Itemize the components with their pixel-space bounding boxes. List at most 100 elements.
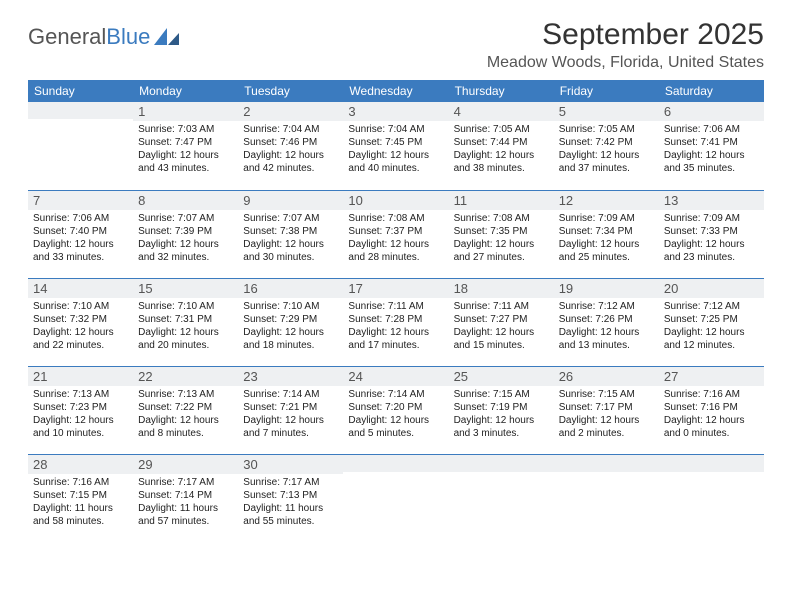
day-cell-26: 26 Sunrise: 7:15 AMSunset: 7:17 PMDayligh… bbox=[554, 366, 659, 454]
brand-word1: General bbox=[28, 24, 106, 50]
day-details: Sunrise: 7:05 AMSunset: 7:44 PMDaylight:… bbox=[454, 123, 549, 175]
day-number: 29 bbox=[133, 455, 238, 474]
day-details: Sunrise: 7:04 AMSunset: 7:46 PMDaylight:… bbox=[243, 123, 338, 175]
day-details: Sunrise: 7:11 AMSunset: 7:27 PMDaylight:… bbox=[454, 300, 549, 352]
day-cell-12: 12 Sunrise: 7:09 AMSunset: 7:34 PMDayligh… bbox=[554, 190, 659, 278]
empty-cell bbox=[449, 454, 554, 542]
day-number: 24 bbox=[343, 367, 448, 386]
day-cell-24: 24 Sunrise: 7:14 AMSunset: 7:20 PMDayligh… bbox=[343, 366, 448, 454]
empty-cell bbox=[28, 102, 133, 190]
day-number: 9 bbox=[238, 191, 343, 210]
day-details: Sunrise: 7:08 AMSunset: 7:35 PMDaylight:… bbox=[454, 212, 549, 264]
day-cell-4: 4 Sunrise: 7:05 AMSunset: 7:44 PMDaylight… bbox=[449, 102, 554, 190]
day-details: Sunrise: 7:17 AMSunset: 7:14 PMDaylight:… bbox=[138, 476, 233, 528]
day-cell-7: 7 Sunrise: 7:06 AMSunset: 7:40 PMDaylight… bbox=[28, 190, 133, 278]
day-details: Sunrise: 7:06 AMSunset: 7:41 PMDaylight:… bbox=[664, 123, 759, 175]
day-header-thursday: Thursday bbox=[449, 80, 554, 102]
day-number: 6 bbox=[659, 102, 764, 121]
day-details: Sunrise: 7:05 AMSunset: 7:42 PMDaylight:… bbox=[559, 123, 654, 175]
day-cell-8: 8 Sunrise: 7:07 AMSunset: 7:39 PMDaylight… bbox=[133, 190, 238, 278]
day-details: Sunrise: 7:09 AMSunset: 7:34 PMDaylight:… bbox=[559, 212, 654, 264]
day-details: Sunrise: 7:10 AMSunset: 7:31 PMDaylight:… bbox=[138, 300, 233, 352]
day-details: Sunrise: 7:16 AMSunset: 7:16 PMDaylight:… bbox=[664, 388, 759, 440]
day-cell-17: 17 Sunrise: 7:11 AMSunset: 7:28 PMDayligh… bbox=[343, 278, 448, 366]
day-number: 22 bbox=[133, 367, 238, 386]
day-cell-27: 27 Sunrise: 7:16 AMSunset: 7:16 PMDayligh… bbox=[659, 366, 764, 454]
day-cell-14: 14 Sunrise: 7:10 AMSunset: 7:32 PMDayligh… bbox=[28, 278, 133, 366]
brand-word2: Blue bbox=[106, 24, 150, 50]
day-cell-3: 3Sunrise: 7:04 AMSunset: 7:45 PMDaylight… bbox=[343, 102, 448, 190]
day-number: 18 bbox=[449, 279, 554, 298]
day-header-friday: Friday bbox=[554, 80, 659, 102]
calendar-body: 1Sunrise: 7:03 AMSunset: 7:47 PMDaylight… bbox=[28, 102, 764, 542]
day-cell-2: 2 Sunrise: 7:04 AMSunset: 7:46 PMDaylight… bbox=[238, 102, 343, 190]
calendar-table: SundayMondayTuesdayWednesdayThursdayFrid… bbox=[28, 80, 764, 542]
day-details: Sunrise: 7:11 AMSunset: 7:28 PMDaylight:… bbox=[348, 300, 443, 352]
day-number: 13 bbox=[659, 191, 764, 210]
day-number: 20 bbox=[659, 279, 764, 298]
day-details: Sunrise: 7:10 AMSunset: 7:32 PMDaylight:… bbox=[33, 300, 128, 352]
day-details: Sunrise: 7:10 AMSunset: 7:29 PMDaylight:… bbox=[243, 300, 338, 352]
week-row: 7 Sunrise: 7:06 AMSunset: 7:40 PMDaylight… bbox=[28, 190, 764, 278]
day-number: 4 bbox=[449, 102, 554, 121]
day-number bbox=[343, 455, 448, 472]
logo-sail-icon bbox=[154, 28, 180, 46]
day-details: Sunrise: 7:07 AMSunset: 7:39 PMDaylight:… bbox=[138, 212, 233, 264]
day-header-wednesday: Wednesday bbox=[343, 80, 448, 102]
day-number: 30 bbox=[238, 455, 343, 474]
month-title: September 2025 bbox=[487, 18, 764, 52]
day-details: Sunrise: 7:12 AMSunset: 7:25 PMDaylight:… bbox=[664, 300, 759, 352]
day-details: Sunrise: 7:14 AMSunset: 7:20 PMDaylight:… bbox=[348, 388, 443, 440]
day-details: Sunrise: 7:15 AMSunset: 7:17 PMDaylight:… bbox=[559, 388, 654, 440]
day-number: 27 bbox=[659, 367, 764, 386]
day-details: Sunrise: 7:16 AMSunset: 7:15 PMDaylight:… bbox=[33, 476, 128, 528]
day-details: Sunrise: 7:13 AMSunset: 7:23 PMDaylight:… bbox=[33, 388, 128, 440]
day-number: 19 bbox=[554, 279, 659, 298]
day-cell-16: 16 Sunrise: 7:10 AMSunset: 7:29 PMDayligh… bbox=[238, 278, 343, 366]
empty-cell bbox=[343, 454, 448, 542]
day-details: Sunrise: 7:09 AMSunset: 7:33 PMDaylight:… bbox=[664, 212, 759, 264]
day-number: 25 bbox=[449, 367, 554, 386]
day-number: 16 bbox=[238, 279, 343, 298]
day-details: Sunrise: 7:03 AMSunset: 7:47 PMDaylight:… bbox=[138, 123, 233, 175]
day-cell-20: 20 Sunrise: 7:12 AMSunset: 7:25 PMDayligh… bbox=[659, 278, 764, 366]
day-details: Sunrise: 7:15 AMSunset: 7:19 PMDaylight:… bbox=[454, 388, 549, 440]
day-number: 12 bbox=[554, 191, 659, 210]
day-cell-18: 18 Sunrise: 7:11 AMSunset: 7:27 PMDayligh… bbox=[449, 278, 554, 366]
day-header-saturday: Saturday bbox=[659, 80, 764, 102]
day-header-monday: Monday bbox=[133, 80, 238, 102]
day-number: 17 bbox=[343, 279, 448, 298]
empty-cell bbox=[554, 454, 659, 542]
day-details: Sunrise: 7:12 AMSunset: 7:26 PMDaylight:… bbox=[559, 300, 654, 352]
day-number: 7 bbox=[28, 191, 133, 210]
day-details: Sunrise: 7:06 AMSunset: 7:40 PMDaylight:… bbox=[33, 212, 128, 264]
day-number: 8 bbox=[133, 191, 238, 210]
header: GeneralBlue September 2025 Meadow Woods,… bbox=[28, 18, 764, 72]
day-number: 3 bbox=[343, 102, 448, 121]
day-cell-29: 29 Sunrise: 7:17 AMSunset: 7:14 PMDayligh… bbox=[133, 454, 238, 542]
day-number: 5 bbox=[554, 102, 659, 121]
day-cell-11: 11Sunrise: 7:08 AMSunset: 7:35 PMDayligh… bbox=[449, 190, 554, 278]
day-cell-5: 5 Sunrise: 7:05 AMSunset: 7:42 PMDaylight… bbox=[554, 102, 659, 190]
day-header-sunday: Sunday bbox=[28, 80, 133, 102]
brand-logo: GeneralBlue bbox=[28, 18, 180, 50]
week-row: 1Sunrise: 7:03 AMSunset: 7:47 PMDaylight… bbox=[28, 102, 764, 190]
day-cell-15: 15Sunrise: 7:10 AMSunset: 7:31 PMDayligh… bbox=[133, 278, 238, 366]
day-number: 26 bbox=[554, 367, 659, 386]
day-cell-6: 6 Sunrise: 7:06 AMSunset: 7:41 PMDaylight… bbox=[659, 102, 764, 190]
day-details: Sunrise: 7:17 AMSunset: 7:13 PMDaylight:… bbox=[243, 476, 338, 528]
day-number: 14 bbox=[28, 279, 133, 298]
day-number bbox=[28, 102, 133, 119]
day-cell-22: 22 Sunrise: 7:13 AMSunset: 7:22 PMDayligh… bbox=[133, 366, 238, 454]
day-number: 21 bbox=[28, 367, 133, 386]
day-number: 2 bbox=[238, 102, 343, 121]
day-cell-23: 23Sunrise: 7:14 AMSunset: 7:21 PMDayligh… bbox=[238, 366, 343, 454]
week-row: 28Sunrise: 7:16 AMSunset: 7:15 PMDayligh… bbox=[28, 454, 764, 542]
day-details: Sunrise: 7:14 AMSunset: 7:21 PMDaylight:… bbox=[243, 388, 338, 440]
day-details: Sunrise: 7:13 AMSunset: 7:22 PMDaylight:… bbox=[138, 388, 233, 440]
day-header-tuesday: Tuesday bbox=[238, 80, 343, 102]
day-cell-10: 10Sunrise: 7:08 AMSunset: 7:37 PMDayligh… bbox=[343, 190, 448, 278]
day-header-row: SundayMondayTuesdayWednesdayThursdayFrid… bbox=[28, 80, 764, 102]
day-cell-1: 1Sunrise: 7:03 AMSunset: 7:47 PMDaylight… bbox=[133, 102, 238, 190]
empty-cell bbox=[659, 454, 764, 542]
